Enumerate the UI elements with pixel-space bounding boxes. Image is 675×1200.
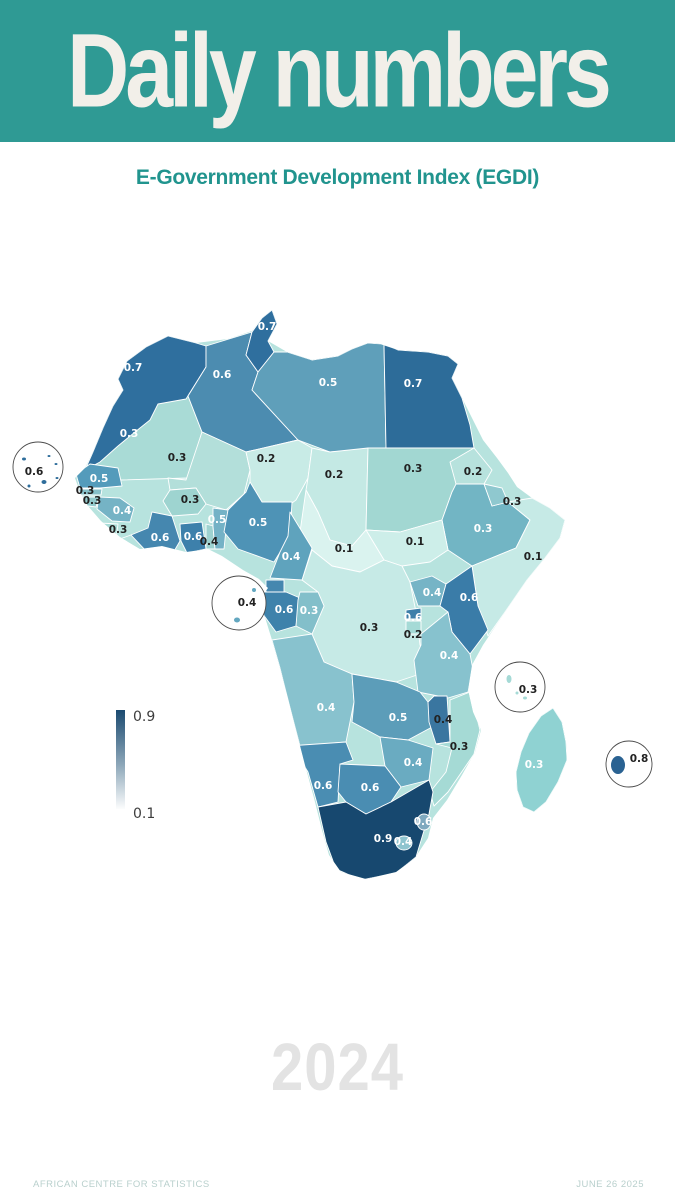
value-label-algeria: 0.6 [213, 369, 232, 381]
country-egypt [383, 343, 475, 449]
value-label-comoros: 0.3 [519, 684, 538, 696]
island-group-comoros: 0.3 [494, 661, 546, 713]
page-title: Daily numbers [67, 11, 612, 129]
island-dot-cabo-verde [47, 455, 51, 457]
value-label-senegal: 0.5 [90, 473, 109, 485]
value-label-mauritius: 0.8 [630, 753, 649, 765]
value-label-somalia: 0.1 [524, 551, 543, 563]
value-label-benin: 0.5 [208, 514, 227, 526]
value-label-togo: 0.4 [200, 536, 219, 548]
country-lesotho [395, 835, 413, 851]
value-label-egypt: 0.7 [404, 378, 423, 390]
island-circle-cabo-verde [12, 441, 64, 493]
footer-date: JUNE 26 2025 [576, 1179, 644, 1190]
island-circle-comoros [494, 661, 546, 713]
island-dot-comoros [506, 675, 512, 683]
country-tanzania [413, 611, 474, 699]
value-label-mozambique: 0.3 [450, 741, 469, 753]
value-label-burundi: 0.2 [404, 629, 423, 641]
country-zambia [351, 673, 435, 741]
value-label-botswana: 0.6 [361, 782, 380, 794]
value-label-zimbabwe: 0.4 [404, 757, 423, 769]
island-dot-sao-tome-and-principe [252, 588, 256, 592]
country-somalia [471, 497, 566, 637]
country-cameroon [269, 511, 313, 581]
value-label-cote-divoire: 0.6 [151, 532, 170, 544]
value-label-south-sudan: 0.1 [406, 536, 425, 548]
value-label-guinea: 0.4 [113, 505, 132, 517]
island-group-cabo-verde: 0.6 [12, 441, 64, 493]
value-label-nigeria: 0.5 [249, 517, 268, 529]
island-dot-comoros [523, 696, 527, 700]
value-label-gambia: 0.3 [76, 485, 95, 497]
country-eritrea [449, 447, 493, 485]
legend-max-label: 0.9 [133, 709, 155, 725]
value-label-south-africa: 0.9 [374, 833, 393, 845]
island-dot-cabo-verde [55, 477, 59, 479]
value-label-angola: 0.4 [317, 702, 336, 714]
value-label-tanzania: 0.4 [440, 650, 459, 662]
value-label-niger: 0.2 [257, 453, 276, 465]
value-label-rwanda: 0.6 [404, 612, 423, 624]
country-morocco [84, 335, 207, 471]
value-label-chad: 0.2 [325, 469, 344, 481]
country-equatorial-guinea [265, 579, 285, 593]
value-label-eritrea: 0.2 [464, 466, 483, 478]
value-label-eswatini: 0.6 [414, 816, 433, 828]
year-watermark: 2024 [270, 1030, 405, 1105]
header-band: Daily numbers [0, 0, 675, 142]
value-label-cameroon: 0.4 [282, 551, 301, 563]
legend-gradient-bar [116, 710, 125, 809]
value-label-cabo-verde: 0.6 [25, 466, 44, 478]
island-dot-cabo-verde [54, 463, 58, 465]
map-subtitle: E-Government Development Index (EGDI) [135, 166, 540, 189]
legend: 0.9 0.1 [116, 709, 155, 822]
country-senegal [75, 463, 123, 489]
country-tunisia [245, 310, 278, 373]
island-dot-comoros [515, 691, 519, 695]
value-label-dr-congo: 0.3 [360, 622, 379, 634]
value-label-uganda: 0.4 [423, 587, 442, 599]
value-label-morocco: 0.7 [124, 362, 143, 374]
value-label-ethiopia: 0.3 [474, 523, 493, 535]
value-label-djibouti: 0.3 [503, 496, 522, 508]
country-rwanda [405, 607, 422, 620]
value-label-madagascar: 0.3 [525, 759, 544, 771]
country-guinea [96, 496, 135, 523]
value-label-zambia: 0.5 [389, 712, 408, 724]
value-label-congo: 0.3 [300, 605, 319, 617]
country-benin [212, 507, 229, 550]
island-dot-sao-tome-and-principe [234, 617, 240, 623]
value-label-lesotho: 0.4 [394, 836, 413, 848]
value-label-kenya: 0.6 [460, 592, 479, 604]
island-dot-cabo-verde [27, 484, 31, 488]
island-group-sao-tome-and-principe: 0.4 [211, 575, 267, 631]
value-label-sao-tome-and-principe: 0.4 [238, 597, 257, 609]
value-label-burkina-faso: 0.3 [181, 494, 200, 506]
island-group-mauritius: 0.8 [605, 740, 653, 788]
value-label-libya: 0.5 [319, 377, 338, 389]
island-circle-mauritius [605, 740, 653, 788]
legend-min-label: 0.1 [133, 806, 155, 822]
value-label-ghana: 0.6 [184, 531, 203, 543]
country-congo [295, 591, 325, 635]
value-label-sudan: 0.3 [404, 463, 423, 475]
value-label-gabon: 0.6 [275, 604, 294, 616]
value-label-malawi: 0.4 [434, 714, 453, 726]
value-label-sierra-leone: 0.3 [109, 524, 128, 536]
island-dot-cabo-verde [22, 457, 26, 461]
country-burkina-faso [162, 487, 207, 517]
value-label-guinea-bissau: 0.3 [83, 495, 102, 507]
country-eswatini [416, 813, 432, 831]
value-label-namibia: 0.6 [314, 780, 333, 792]
value-label-mauritania: 0.3 [120, 428, 139, 440]
island-dot-cabo-verde [41, 480, 47, 484]
footer-source: AFRICAN CENTRE FOR STATISTICS [33, 1179, 210, 1190]
value-label-central-african-republic: 0.1 [335, 543, 354, 555]
value-label-mali: 0.3 [168, 452, 187, 464]
island-dot-mauritius [611, 756, 625, 774]
value-label-tunisia: 0.7 [258, 321, 277, 333]
